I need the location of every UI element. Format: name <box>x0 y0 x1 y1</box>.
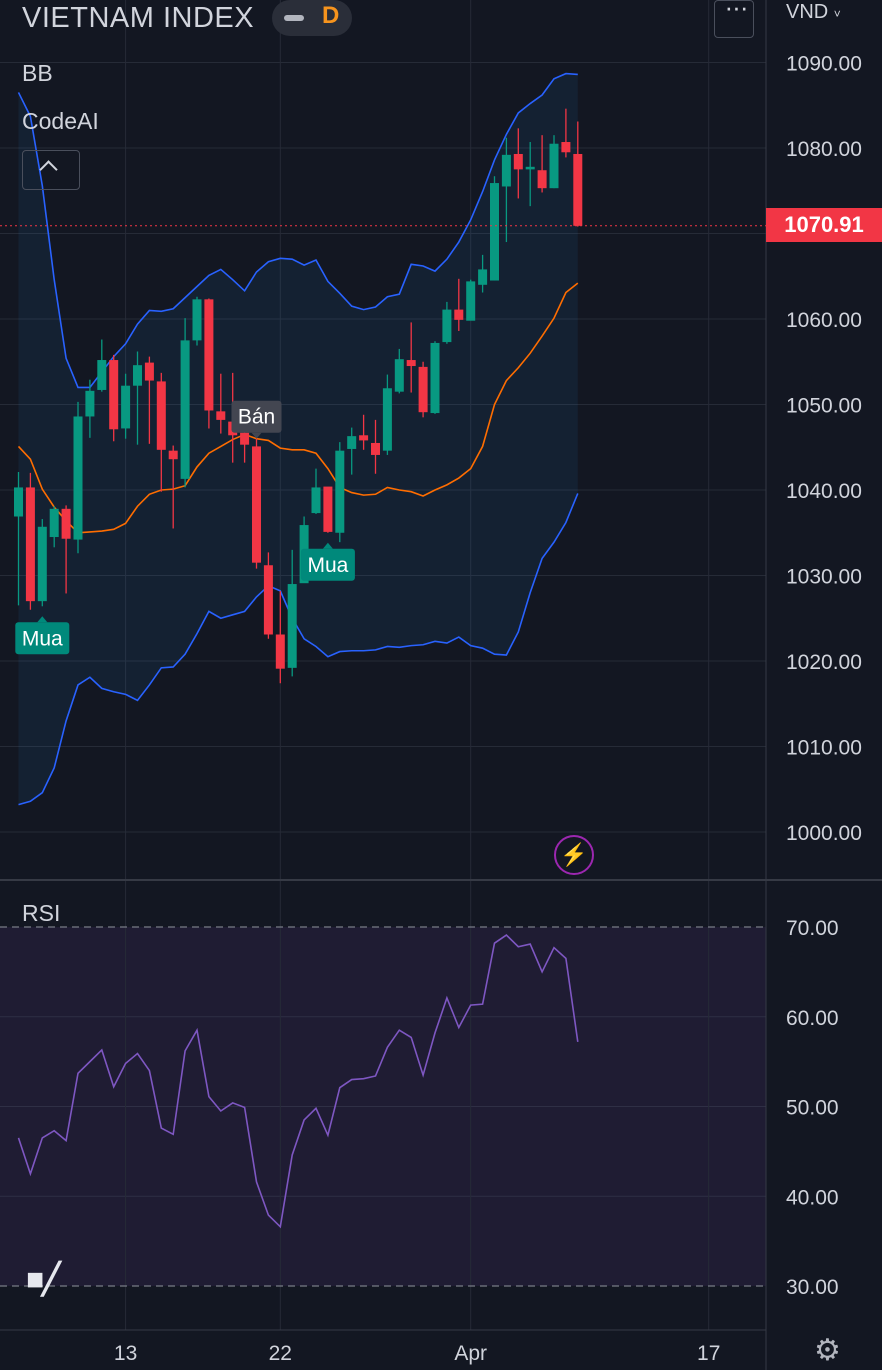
candle-body <box>97 360 107 390</box>
candle-body <box>73 416 83 540</box>
collapse-indicators-button[interactable] <box>22 150 80 190</box>
candle-body <box>216 411 226 420</box>
price-tick-label: 1080.00 <box>786 138 862 161</box>
candle-body <box>192 299 202 341</box>
price-tick-label: 1020.00 <box>786 651 862 674</box>
candle-body <box>501 154 511 187</box>
candle-body <box>525 166 535 170</box>
candle-body <box>25 487 35 602</box>
candle-body <box>156 381 166 450</box>
signal-marker-pointer <box>322 542 333 549</box>
candle-body <box>394 359 404 392</box>
signal-label: Mua <box>22 627 63 650</box>
bb-fill <box>18 73 578 805</box>
candle-body <box>335 450 345 533</box>
candle-body <box>121 385 131 429</box>
signal-marker <box>231 400 282 433</box>
signal-label: Bán <box>238 406 275 429</box>
bb-basis-line <box>17 282 579 534</box>
rsi-tick-label: 40.00 <box>786 1186 839 1209</box>
candle-body <box>430 342 440 414</box>
candle-body <box>382 388 392 451</box>
candle-body <box>478 269 488 285</box>
candle-body <box>144 362 154 381</box>
candle-body <box>359 435 369 441</box>
candle-body <box>490 183 499 281</box>
more-horizontal-icon: ··· <box>724 0 749 22</box>
candle-body <box>85 390 95 417</box>
rsi-tick-label: 70.00 <box>786 917 839 940</box>
indicator-rsi-label[interactable]: RSI <box>22 900 61 926</box>
signal-label: Mua <box>307 554 348 577</box>
candle-body <box>287 584 297 668</box>
candle-body <box>454 309 464 320</box>
price-tick-label: 1040.00 <box>786 480 862 503</box>
candle-body <box>263 565 273 635</box>
candle-body <box>406 360 416 367</box>
signal-marker-pointer <box>37 616 48 623</box>
candle-body <box>37 526 47 602</box>
rsi-line <box>17 934 579 1229</box>
candle-body <box>347 436 357 449</box>
chevron-down-icon: ˅ <box>833 7 841 21</box>
last-price-tag: 1070.91 <box>766 208 882 242</box>
currency-label: VND <box>786 1 829 23</box>
time-tick-label: 22 <box>269 1342 292 1365</box>
price-tick-label: 1000.00 <box>786 822 862 845</box>
price-tick-label: 1050.00 <box>786 395 862 418</box>
candle-body <box>561 142 571 153</box>
candle-body <box>240 432 250 445</box>
candle-body <box>371 442 380 455</box>
candle-body <box>168 450 178 460</box>
lightning-icon[interactable]: ⚡ <box>554 835 594 875</box>
candle-body <box>323 486 333 532</box>
bb-upper-line <box>17 72 578 389</box>
signal-marker <box>300 548 355 581</box>
candle-body <box>61 508 71 539</box>
candle-body <box>513 153 523 170</box>
candle-body <box>466 281 476 321</box>
time-tick-label: 17 <box>697 1342 720 1365</box>
candle-body <box>204 299 214 411</box>
signal-marker <box>15 622 70 655</box>
currency-selector[interactable]: VND ˅ <box>786 1 841 24</box>
price-tick-label: 1090.00 <box>786 53 862 76</box>
signal-marker-pointer <box>251 432 262 439</box>
candle-body <box>537 170 547 189</box>
timeframe-label[interactable]: D <box>322 2 340 29</box>
indicator-bb-label[interactable]: BB <box>22 60 53 86</box>
candle-body <box>180 340 190 479</box>
candle-body <box>275 634 285 669</box>
tradingview-logo-icon[interactable]: ■╱ <box>26 1263 60 1296</box>
time-tick-label: 13 <box>114 1342 137 1365</box>
bb-lower-line <box>18 493 579 806</box>
minus-icon <box>284 15 304 21</box>
candle-body <box>549 143 559 189</box>
candle-body <box>311 487 321 514</box>
price-tick-label: 1060.00 <box>786 309 862 332</box>
rsi-tick-label: 30.00 <box>786 1276 839 1299</box>
price-tick-label: 1030.00 <box>786 566 862 589</box>
more-options-button[interactable] <box>714 0 754 38</box>
price-tick-label: 1010.00 <box>786 737 862 760</box>
rsi-tick-label: 50.00 <box>786 1097 839 1120</box>
candle-body <box>14 487 23 517</box>
indicator-codeai-label[interactable]: CodeAI <box>22 108 99 134</box>
settings-gear-icon[interactable]: ⚙ <box>814 1334 841 1367</box>
candle-body <box>49 508 59 538</box>
candle-body <box>442 309 452 343</box>
candle-body <box>109 360 119 430</box>
time-tick-label: Apr <box>454 1342 487 1365</box>
rsi-tick-label: 60.00 <box>786 1007 839 1030</box>
candle-body <box>252 446 261 563</box>
candle-body <box>573 153 583 226</box>
candle-body <box>418 366 428 413</box>
candle-body <box>133 365 142 386</box>
symbol-title[interactable]: VIETNAM INDEX <box>22 2 255 34</box>
